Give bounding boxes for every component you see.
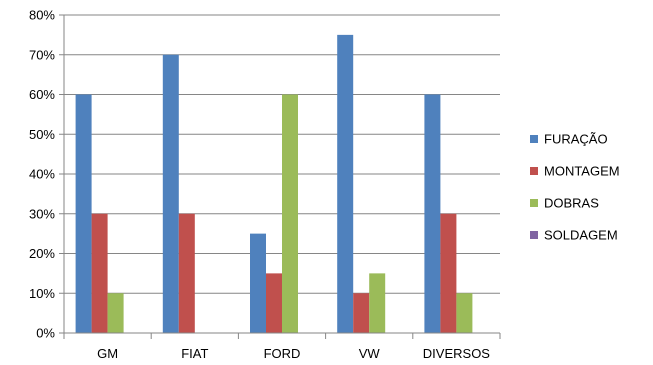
bar (75, 94, 92, 333)
bar (178, 213, 195, 333)
legend-label: DOBRAS (544, 196, 599, 211)
legend-swatch (530, 231, 538, 239)
bar (337, 34, 354, 333)
y-tick-label: 50% (29, 127, 55, 142)
y-tick-label: 0% (36, 326, 55, 341)
bar (107, 293, 124, 333)
bar (250, 233, 266, 333)
x-tick-label: DIVERSOS (423, 346, 491, 361)
x-tick-label: FORD (264, 346, 301, 361)
bars (75, 34, 473, 333)
legend-swatch (530, 135, 538, 143)
x-tick-label: GM (97, 346, 118, 361)
legend-swatch (530, 199, 538, 207)
bar (266, 273, 282, 333)
bar (456, 293, 473, 333)
x-tick-label: FIAT (181, 346, 208, 361)
bar (91, 213, 108, 333)
bar (353, 293, 370, 333)
y-tick-label: 40% (29, 167, 55, 182)
y-tick-label: 70% (29, 47, 55, 62)
y-tick-label: 60% (29, 87, 55, 102)
legend-label: MONTAGEM (544, 164, 620, 179)
y-tick-label: 10% (29, 286, 55, 301)
x-axis-ticks: GM FIAT FORD VW DIVERSOS (97, 346, 490, 361)
bar (424, 94, 441, 333)
bar (162, 54, 179, 333)
legend-label: SOLDAGEM (544, 228, 618, 243)
y-tick-label: 30% (29, 206, 55, 221)
bar (282, 94, 298, 333)
axes (59, 14, 501, 339)
y-axis-ticks: 0% 10% 20% 30% 40% 50% 60% 70% 80% (29, 8, 55, 341)
legend-swatch (530, 167, 538, 175)
x-tick-label: VW (359, 346, 381, 361)
bar (369, 273, 386, 333)
legend-label: FURAÇÃO (544, 132, 608, 147)
y-tick-label: 80% (29, 8, 55, 23)
bar (440, 213, 457, 333)
y-tick-label: 20% (29, 246, 55, 261)
legend: FURAÇÃO MONTAGEM DOBRAS SOLDAGEM (530, 132, 620, 243)
